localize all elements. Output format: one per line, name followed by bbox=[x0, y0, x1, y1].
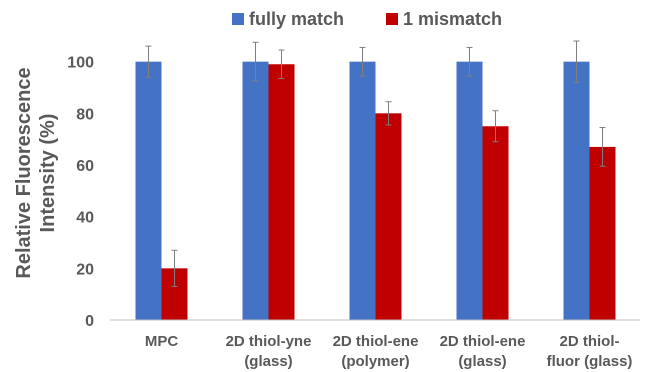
y-axis-title-line: Relative Fluorescence bbox=[13, 67, 35, 278]
x-category-label-line: 2D thiol-ene bbox=[333, 333, 419, 350]
x-category-label-line: 2D thiol-ene bbox=[440, 333, 526, 350]
x-category-label: 2D thiol-ene (polymer) bbox=[333, 333, 419, 370]
x-category-label: MPC bbox=[145, 333, 179, 350]
x-category-label: 2D thiol-yne (glass) bbox=[226, 333, 312, 370]
x-category-label-line: 2D thiol- bbox=[560, 333, 620, 350]
y-axis-title-text: Relative Fluorescence Intensity (%) bbox=[13, 67, 59, 278]
error-bars bbox=[145, 40, 606, 287]
x-category-label-line: 2D thiol-yne bbox=[226, 333, 312, 350]
legend-label: fully match bbox=[249, 9, 344, 29]
y-tick-label: 20 bbox=[76, 261, 94, 278]
bar-fully-match bbox=[135, 61, 162, 321]
x-category-label-line: MPC bbox=[145, 333, 179, 350]
x-axis-labels: MPC 2D thiol-yne (glass) 2D thiol-ene (polym… bbox=[145, 333, 633, 370]
bar-mismatch bbox=[375, 113, 402, 320]
y-tick-label: 40 bbox=[76, 210, 94, 227]
legend: fully match 1 mismatch bbox=[232, 9, 502, 29]
legend-label: 1 mismatch bbox=[403, 9, 502, 29]
x-category-label-line: (polymer) bbox=[341, 353, 409, 370]
legend-swatch bbox=[232, 13, 244, 25]
y-axis-title-line: Intensity (%) bbox=[37, 114, 59, 233]
x-category-label-line: (glass) bbox=[244, 353, 292, 370]
x-category-label-line: fluor (glass) bbox=[547, 353, 633, 370]
y-tick-label: 0 bbox=[85, 313, 94, 330]
y-axis-ticks: 0 20 40 60 80 100 bbox=[67, 55, 94, 330]
x-category-label: 2D thiol-ene (glass) bbox=[440, 333, 526, 370]
y-tick-label: 60 bbox=[76, 158, 94, 175]
y-axis-title: Relative Fluorescence Intensity (%) bbox=[13, 67, 59, 278]
bar-mismatch bbox=[268, 64, 295, 320]
legend-swatch bbox=[386, 13, 398, 25]
bars bbox=[135, 61, 616, 321]
x-category-label: 2D thiol-fluor (glass) bbox=[547, 333, 633, 370]
bar-fully-match bbox=[456, 61, 483, 321]
bar-fully-match bbox=[563, 61, 590, 321]
y-tick-label: 80 bbox=[76, 106, 94, 123]
bar-mismatch bbox=[482, 126, 509, 320]
bar-fully-match bbox=[242, 61, 269, 321]
x-category-label-line: (glass) bbox=[458, 353, 506, 370]
bar-mismatch bbox=[589, 146, 616, 320]
bar-fully-match bbox=[349, 61, 376, 321]
y-tick-label: 100 bbox=[67, 55, 94, 72]
